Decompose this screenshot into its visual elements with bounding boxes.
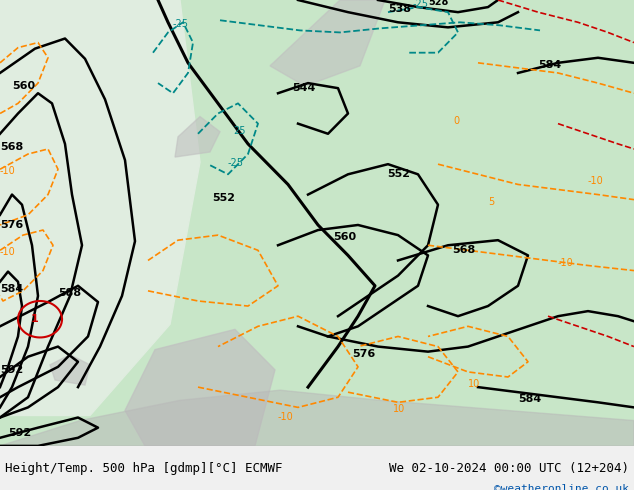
- Text: 584: 584: [538, 60, 561, 70]
- Text: We 02-10-2024 00:00 UTC (12+204): We 02-10-2024 00:00 UTC (12+204): [389, 462, 629, 475]
- Text: -10: -10: [0, 247, 16, 257]
- Text: Height/Temp. 500 hPa [gdmp][°C] ECMWF: Height/Temp. 500 hPa [gdmp][°C] ECMWF: [5, 462, 283, 475]
- Text: 1: 1: [31, 314, 39, 324]
- Polygon shape: [50, 355, 90, 385]
- Polygon shape: [0, 390, 634, 446]
- Text: 5: 5: [488, 196, 495, 207]
- Text: 552: 552: [387, 170, 410, 179]
- Polygon shape: [0, 0, 634, 446]
- Text: -25: -25: [413, 0, 429, 9]
- Polygon shape: [175, 117, 220, 157]
- Text: 560: 560: [333, 232, 356, 242]
- Text: 576: 576: [0, 220, 23, 230]
- Text: 538: 538: [388, 4, 411, 14]
- Text: 584: 584: [0, 284, 23, 294]
- Text: 25: 25: [233, 126, 245, 136]
- Text: -25: -25: [228, 158, 244, 168]
- Text: 576: 576: [352, 349, 375, 359]
- Text: 10: 10: [468, 379, 480, 389]
- Text: 560: 560: [12, 81, 35, 91]
- Polygon shape: [125, 329, 275, 446]
- Text: 584: 584: [518, 394, 541, 404]
- Polygon shape: [270, 0, 385, 86]
- Text: 592: 592: [8, 428, 31, 438]
- Text: -10: -10: [0, 166, 16, 176]
- Text: 0: 0: [453, 116, 459, 125]
- Polygon shape: [0, 0, 200, 416]
- Text: 568: 568: [0, 142, 23, 152]
- Text: 588: 588: [58, 288, 81, 298]
- Text: -10: -10: [558, 258, 574, 268]
- Text: -10: -10: [278, 412, 294, 421]
- Text: 528: 528: [428, 0, 448, 7]
- Text: 552: 552: [212, 193, 235, 203]
- Text: 544: 544: [292, 83, 315, 93]
- Text: ©weatheronline.co.uk: ©weatheronline.co.uk: [494, 484, 629, 490]
- Text: 10: 10: [393, 404, 405, 415]
- Text: -10: -10: [588, 176, 604, 186]
- Text: 592: 592: [0, 365, 23, 375]
- Text: -25: -25: [173, 20, 189, 29]
- Text: 568: 568: [452, 245, 476, 255]
